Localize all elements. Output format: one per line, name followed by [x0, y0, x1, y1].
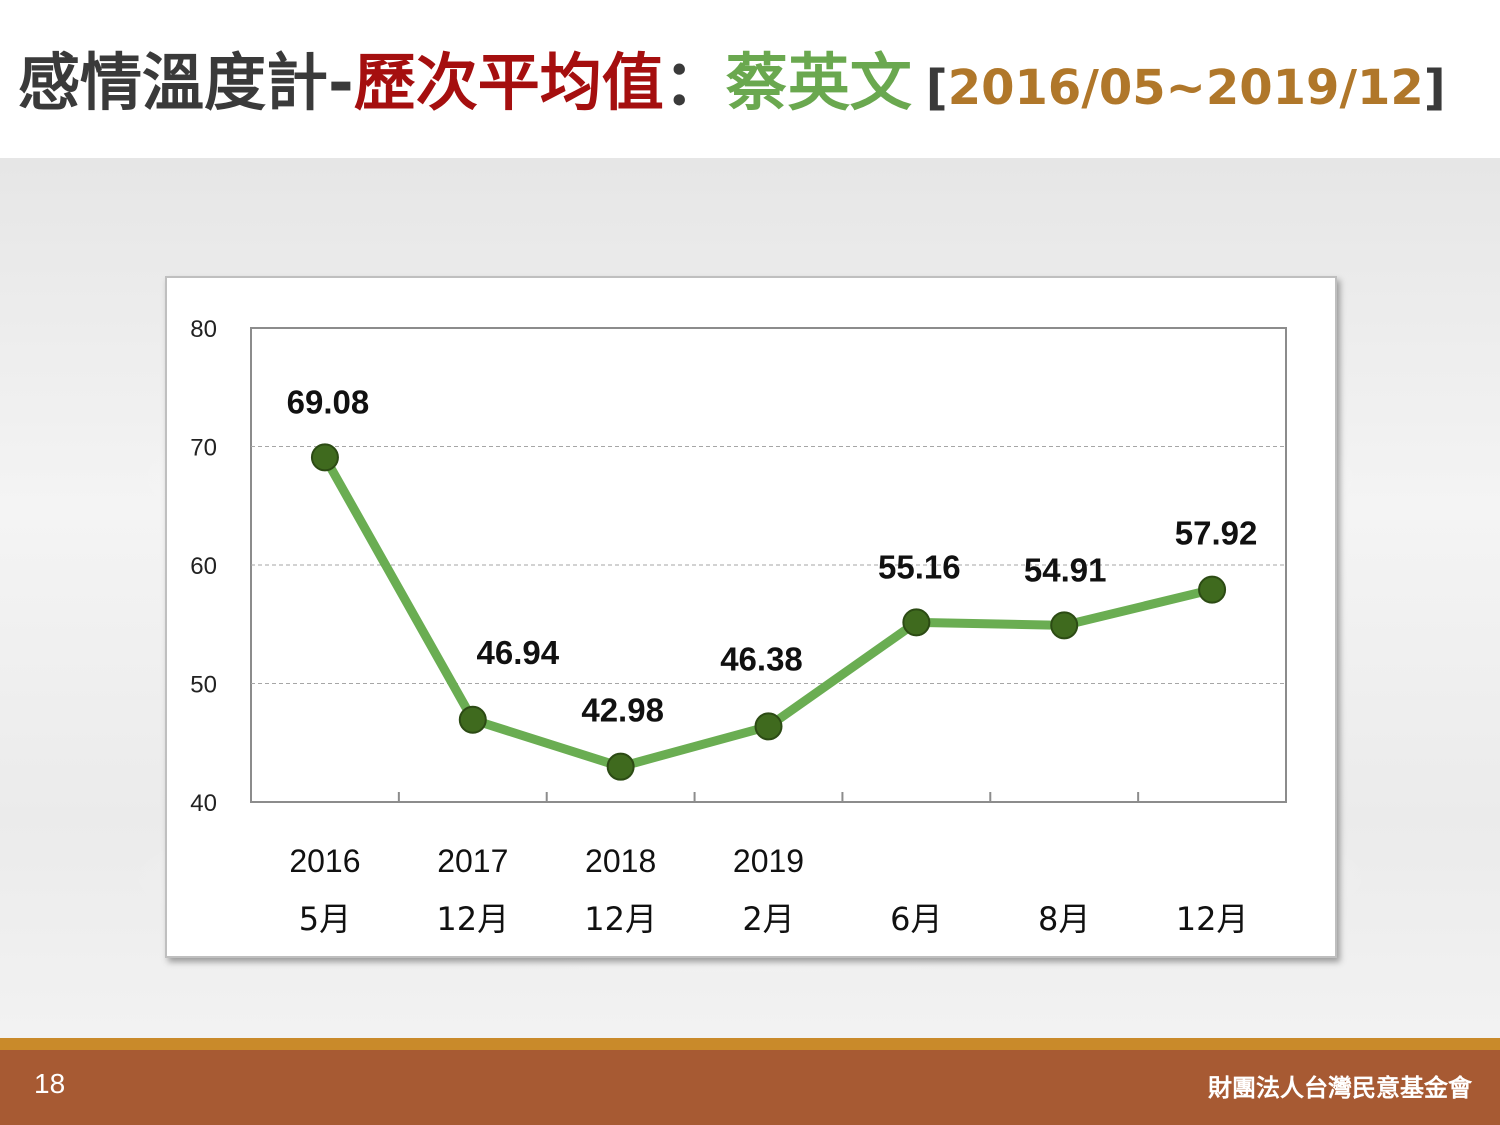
y-tick-label: 40	[190, 790, 217, 817]
data-label: 55.16	[878, 548, 961, 585]
title-metric: 感情溫度計-	[18, 46, 354, 119]
footer-accent-line	[0, 1038, 1500, 1050]
y-tick-label: 80	[190, 316, 217, 343]
x-tick-label-month: 12月	[1176, 900, 1249, 938]
data-point-marker	[606, 752, 635, 781]
x-tick-label-month: 12月	[584, 900, 657, 938]
data-point-marker	[1050, 611, 1079, 640]
x-tick-label-month: 5月	[299, 900, 351, 938]
range-close-bracket: ]	[1423, 60, 1446, 116]
line-chart: 40 50 60 70 80 2016 5月 2017 12月 2018 12月 2019 2月 6月 8月…	[190, 316, 1287, 938]
x-tick-label-year: 2016	[289, 843, 360, 879]
title-bar: 感情溫度計-歷次平均值：蔡英文 [2016/05~2019/12]	[0, 0, 1500, 158]
title-date-range: [2016/05~2019/12]	[926, 60, 1446, 116]
x-tick-label-year: 2017	[437, 843, 508, 879]
x-tick-label-month: 2月	[742, 900, 794, 938]
chart-frame: 40 50 60 70 80 2016 5月 2017 12月 2018 12月 2019 2月 6月 8月…	[165, 276, 1337, 958]
page-title: 感情溫度計-歷次平均值：蔡英文 [2016/05~2019/12]	[18, 38, 1446, 133]
x-tick-label-year: 2019	[733, 843, 804, 879]
data-point-marker	[754, 712, 783, 741]
x-tick-label-year: 2018	[585, 843, 656, 879]
data-label: 46.38	[720, 640, 803, 677]
page-number: 18	[34, 1068, 66, 1099]
data-label: 54.91	[1024, 551, 1107, 588]
data-label: 46.94	[476, 634, 559, 671]
data-point-marker	[310, 443, 339, 472]
title-colon: ：	[663, 46, 726, 119]
range-open-bracket: [	[925, 60, 948, 116]
organization-name: 財團法人台灣民意基金會	[1208, 1074, 1472, 1102]
range-value: 2016/05~2019/12	[947, 60, 1424, 116]
data-label: 57.92	[1175, 515, 1258, 552]
x-tick-label-month: 8月	[1038, 900, 1090, 938]
title-subject: 歷次平均值	[353, 46, 664, 119]
x-tick-label-month: 6月	[890, 900, 942, 938]
footer-bar: 18 財團法人台灣民意基金會	[0, 1050, 1500, 1125]
title-person: 蔡英文	[725, 46, 912, 119]
data-label: 69.08	[287, 383, 370, 420]
y-tick-label: 70	[190, 435, 217, 462]
y-tick-label: 50	[190, 672, 217, 699]
y-tick-label: 60	[190, 553, 217, 580]
x-tick-label-month: 12月	[436, 900, 509, 938]
data-point-marker	[902, 608, 931, 637]
data-label: 42.98	[581, 692, 664, 729]
data-point-marker	[458, 705, 487, 734]
data-point-marker	[1198, 575, 1227, 604]
